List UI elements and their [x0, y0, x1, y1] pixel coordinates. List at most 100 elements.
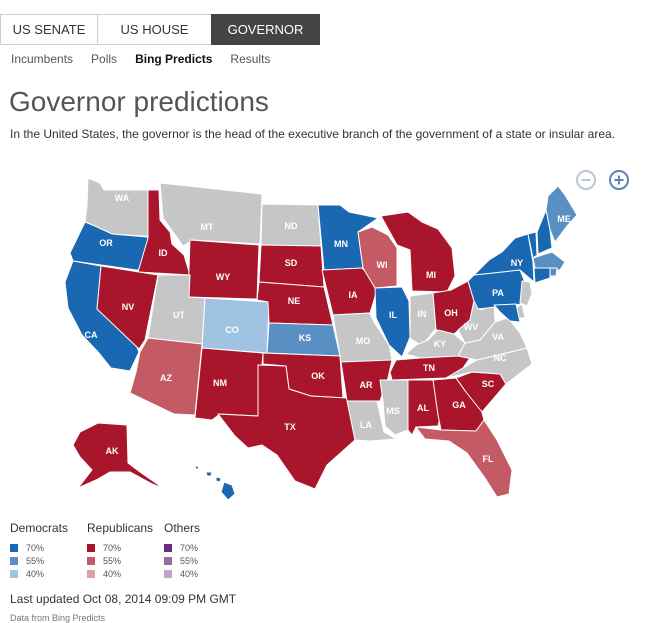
state-la[interactable]	[346, 400, 397, 442]
legend-republicans: Republicans 70% 55% 40%	[87, 521, 162, 580]
label-ca: CA	[85, 330, 98, 340]
state-ct[interactable]	[533, 267, 551, 284]
subnav-polls[interactable]: Polls	[91, 52, 118, 66]
legend-swatch	[87, 556, 95, 565]
state-mt[interactable]	[159, 182, 263, 247]
legend-heading: Republicans	[87, 521, 154, 535]
legend-item: 70%	[10, 541, 85, 554]
label-wv: WV	[464, 322, 479, 332]
legend-democrats: Democrats 70% 55% 40%	[10, 521, 85, 580]
label-az: AZ	[160, 373, 172, 383]
legend-label: 70%	[103, 542, 122, 553]
legend-item: 55%	[87, 554, 162, 567]
legend-label: 55%	[26, 555, 45, 566]
data-source: Data from Bing Predicts	[10, 613, 106, 623]
legend-swatch	[164, 569, 172, 578]
subnav-bing-predicts[interactable]: Bing Predicts	[135, 52, 213, 66]
zoom-out-button[interactable]	[576, 170, 596, 190]
state-nv[interactable]	[96, 265, 159, 350]
zoom-in-button[interactable]	[609, 170, 629, 190]
label-in: IN	[418, 309, 427, 319]
label-ne: NE	[288, 296, 301, 306]
legend-heading: Others	[164, 521, 201, 535]
label-or: OR	[99, 238, 113, 248]
state-md[interactable]	[493, 303, 521, 323]
label-tn: TN	[423, 363, 435, 373]
label-mi: MI	[426, 270, 436, 280]
tab-us-senate[interactable]: US SENATE	[0, 14, 98, 45]
state-vt[interactable]	[527, 231, 538, 259]
label-ut: UT	[173, 310, 185, 320]
label-ar: AR	[360, 380, 373, 390]
tab-governor[interactable]: GOVERNOR	[211, 14, 320, 45]
tab-us-house[interactable]: US HOUSE	[97, 14, 212, 45]
legend-item: 70%	[87, 541, 162, 554]
label-nm: NM	[213, 378, 227, 388]
legend-item: 40%	[87, 567, 162, 580]
state-tx[interactable]	[217, 364, 356, 490]
label-nv: NV	[122, 302, 135, 312]
label-sc: SC	[482, 379, 495, 389]
legend-label: 55%	[103, 555, 122, 566]
legend-item: 40%	[164, 567, 239, 580]
label-ok: OK	[311, 371, 325, 381]
state-shapes	[64, 177, 578, 501]
state-ma[interactable]	[532, 251, 566, 271]
label-il: IL	[389, 310, 398, 320]
state-wi[interactable]	[357, 226, 398, 289]
label-ga: GA	[452, 400, 466, 410]
state-nm[interactable]	[194, 347, 264, 421]
label-id: ID	[159, 248, 169, 258]
state-mi[interactable]	[380, 211, 456, 293]
label-al: AL	[417, 403, 429, 413]
last-updated: Last updated Oct 08, 2014 09:09 PM GMT	[10, 592, 237, 606]
sub-navigation: Incumbents Polls Bing Predicts Results	[11, 52, 270, 66]
state-hi[interactable]	[193, 464, 236, 501]
legend-item: 55%	[10, 554, 85, 567]
race-tabs: US SENATE US HOUSE GOVERNOR	[0, 14, 320, 45]
label-co: CO	[225, 325, 239, 335]
label-va: VA	[492, 332, 504, 342]
legend-label: 70%	[26, 542, 45, 553]
label-me: ME	[557, 214, 571, 224]
legend-swatch	[164, 556, 172, 565]
label-ms: MS	[386, 406, 400, 416]
legend-swatch	[10, 556, 18, 565]
legend-item: 40%	[10, 567, 85, 580]
label-ia: IA	[349, 290, 359, 300]
state-id[interactable]	[137, 189, 191, 276]
state-fl[interactable]	[415, 419, 513, 498]
label-mn: MN	[334, 239, 348, 249]
legend-swatch	[10, 543, 18, 552]
legend-heading: Democrats	[10, 521, 69, 535]
legend-label: 40%	[103, 568, 122, 579]
label-tx: TX	[284, 422, 296, 432]
legend-others: Others 70% 55% 40%	[164, 521, 239, 580]
state-ak[interactable]	[72, 422, 164, 489]
label-ny: NY	[511, 258, 524, 268]
legend-label: 70%	[180, 542, 199, 553]
state-labels: WA OR CA ID NV MT WY UT AZ CO NM ND SD N…	[85, 193, 571, 464]
state-in[interactable]	[409, 292, 437, 347]
state-nc[interactable]	[445, 347, 533, 385]
label-la: LA	[360, 420, 372, 430]
state-il[interactable]	[374, 286, 411, 358]
label-nc: NC	[494, 353, 507, 363]
label-wy: WY	[216, 272, 231, 282]
page-description: In the United States, the governor is th…	[10, 127, 616, 141]
state-wa[interactable]	[84, 177, 161, 238]
state-nh[interactable]	[536, 209, 553, 255]
legend-label: 40%	[26, 568, 45, 579]
state-nj[interactable]	[519, 280, 533, 307]
label-pa: PA	[492, 288, 504, 298]
subnav-results[interactable]: Results	[230, 52, 271, 66]
label-fl: FL	[483, 454, 494, 464]
legend: Democrats 70% 55% 40% Republicans 70% 55…	[10, 521, 239, 580]
state-wy[interactable]	[187, 239, 260, 300]
subnav-incumbents[interactable]: Incumbents	[11, 52, 74, 66]
label-oh: OH	[444, 308, 458, 318]
state-ri[interactable]	[549, 267, 558, 277]
label-sd: SD	[285, 258, 298, 268]
page-title: Governor predictions	[9, 86, 269, 117]
